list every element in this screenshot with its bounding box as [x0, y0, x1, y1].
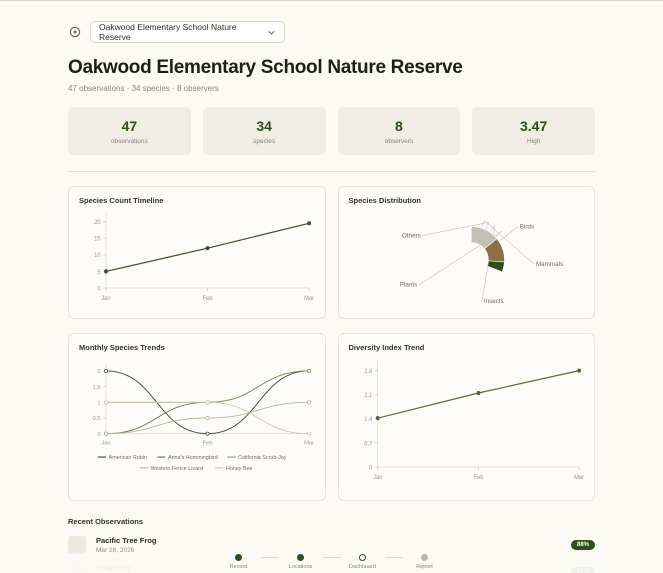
- step-label: Dashboard: [349, 564, 376, 570]
- page-subtitle: 47 observations · 34 species · 8 observe…: [68, 84, 219, 93]
- stat-value: 3.47: [520, 117, 548, 134]
- svg-text:Jan: Jan: [101, 295, 111, 302]
- svg-text:0.7: 0.7: [364, 440, 373, 447]
- svg-text:0: 0: [369, 464, 373, 471]
- svg-text:20: 20: [94, 219, 101, 226]
- svg-text:0: 0: [97, 285, 101, 292]
- svg-text:Mar: Mar: [574, 474, 584, 481]
- step-connector: [260, 556, 279, 559]
- chevron-down-icon: [267, 28, 276, 37]
- chart-card-monthly-species-trends: Monthly Species Trends 0 0.5 1 1.5 2 Jan Feb Ma…: [68, 333, 326, 501]
- stat-value: 8: [394, 117, 403, 134]
- svg-text:Feb: Feb: [203, 295, 214, 302]
- svg-text:Mammals: Mammals: [535, 261, 562, 268]
- svg-text:Anna's Hummingbird: Anna's Hummingbird: [168, 455, 218, 461]
- stat-label: species: [253, 137, 276, 145]
- species-count-timeline-chart: 0 5 10 15 20 Jan Feb Mar: [79, 205, 315, 310]
- svg-text:2: 2: [97, 369, 100, 375]
- svg-text:2.1: 2.1: [364, 392, 373, 399]
- stepper-step-dashboard[interactable]: Dashboard: [341, 554, 385, 570]
- svg-text:Feb: Feb: [203, 440, 213, 446]
- location-select[interactable]: Oakwood Elementary School Nature Reserve: [90, 21, 285, 43]
- svg-text:American Robin: American Robin: [109, 455, 147, 461]
- svg-text:Feb: Feb: [473, 474, 484, 481]
- recent-observations-title: Recent Observations: [68, 517, 144, 526]
- chart-title: Monthly Species Trends: [79, 343, 165, 352]
- stat-cards: 47 observations 34 species 8 observers 3…: [68, 107, 595, 155]
- svg-text:1.5: 1.5: [92, 385, 100, 391]
- chart-card-species-distribution: Species Distribution Birds Mammals Insects…: [337, 186, 595, 319]
- stepper-step-locations[interactable]: Locations: [279, 554, 323, 570]
- page-title: Oakwood Elementary School Nature Reserve: [68, 57, 463, 78]
- svg-text:2.8: 2.8: [364, 368, 373, 375]
- svg-text:California Scrub-Jay: California Scrub-Jay: [238, 455, 287, 461]
- chart-card-diversity-index-trend: Diversity Index Trend 0 0.7 1.4 2.1 2.8 Jan Fe…: [337, 333, 595, 501]
- svg-text:Insects: Insects: [483, 298, 503, 305]
- section-divider: [68, 171, 595, 172]
- chart-row-top: Species Count Timeline 0 5 10 15 20 Jan Feb Mar…: [68, 186, 595, 319]
- step-dot: [421, 554, 428, 561]
- observation-text: Pacific Tree Frog Mar 28, 2026: [96, 536, 571, 554]
- observation-date: Mar 28, 2026: [96, 547, 571, 554]
- observation-name: Pacific Tree Frog: [96, 536, 157, 545]
- svg-text:Jan: Jan: [101, 440, 110, 446]
- progress-stepper: Record Locations Dashboard Report: [0, 551, 663, 573]
- stat-card-diversity: 3.47 High: [472, 107, 595, 155]
- stat-label: observers: [384, 137, 414, 145]
- stat-card-observers: 8 observers: [337, 107, 461, 155]
- step-label: Record: [229, 564, 248, 570]
- svg-text:10: 10: [94, 252, 101, 259]
- step-dot: [297, 554, 304, 561]
- step-dot: [235, 554, 242, 561]
- chart-title: Diversity Index Trend: [348, 343, 425, 352]
- chart-card-species-count-timeline: Species Count Timeline 0 5 10 15 20 Jan Feb Mar: [68, 186, 326, 319]
- chart-title: Species Distribution: [348, 196, 422, 205]
- location-select-value: Oakwood Elementary School Nature Reserve: [99, 22, 237, 42]
- species-distribution-donut: Birds Mammals Insects Plants Others: [349, 205, 585, 310]
- stepper-step-report[interactable]: Report: [403, 554, 447, 570]
- stat-label: observations: [110, 137, 148, 145]
- monthly-species-trends-chart: 0 0.5 1 1.5 2 Jan Feb Mar American Robin Anna's H…: [79, 352, 315, 492]
- step-label: Locations: [288, 564, 313, 570]
- svg-text:Honey Bee: Honey Bee: [226, 466, 253, 472]
- svg-text:0.5: 0.5: [92, 416, 100, 422]
- stat-card-observations: 47 observations: [68, 107, 191, 155]
- svg-text:15: 15: [94, 235, 101, 242]
- chart-row-bottom: Monthly Species Trends 0 0.5 1 1.5 2 Jan Feb Ma…: [68, 333, 595, 501]
- chart-title: Species Count Timeline: [79, 196, 164, 205]
- stepper-step-record[interactable]: Record: [217, 554, 261, 570]
- step-label: Report: [416, 564, 433, 570]
- location-selector-row: Oakwood Elementary School Nature Reserve: [68, 1, 595, 43]
- step-connector: [384, 556, 403, 559]
- svg-text:Others: Others: [402, 232, 421, 239]
- step-dot: [359, 554, 366, 561]
- svg-text:1: 1: [97, 400, 100, 406]
- step-connector: [322, 556, 341, 559]
- stat-card-species: 34 species: [202, 107, 326, 155]
- svg-text:Birds: Birds: [519, 223, 533, 230]
- stat-value: 34: [256, 117, 272, 134]
- svg-text:5: 5: [97, 269, 101, 276]
- svg-text:Western Fence Lizard: Western Fence Lizard: [150, 466, 202, 472]
- svg-text:Mar: Mar: [304, 440, 314, 446]
- stat-value: 47: [121, 117, 138, 134]
- observation-thumbnail: [68, 536, 86, 554]
- svg-text:Plants: Plants: [399, 282, 416, 289]
- svg-text:Jan: Jan: [373, 474, 383, 481]
- svg-text:0: 0: [97, 432, 101, 438]
- map-pin-icon: [68, 25, 82, 39]
- observation-confidence-badge: 88%: [570, 540, 595, 550]
- svg-text:Mar: Mar: [304, 295, 314, 302]
- stat-label: High: [526, 137, 541, 145]
- diversity-index-trend-chart: 0 0.7 1.4 2.1 2.8 Jan Feb Mar: [349, 352, 585, 492]
- svg-text:1.4: 1.4: [364, 416, 373, 423]
